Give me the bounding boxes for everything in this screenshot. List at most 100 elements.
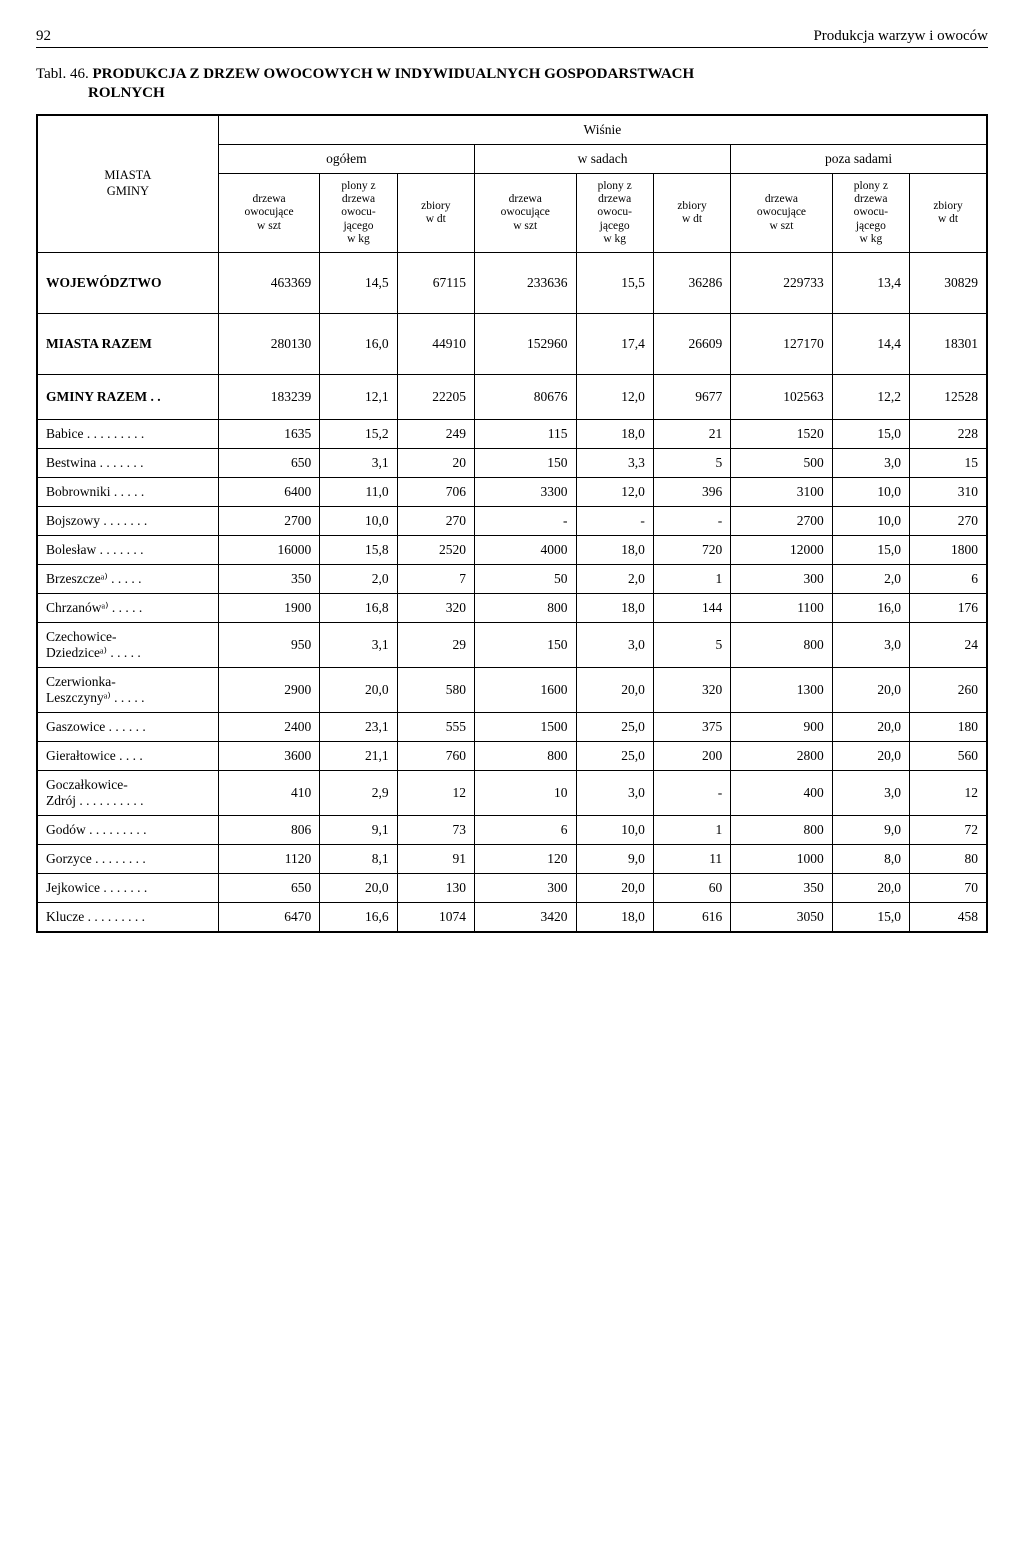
cell: 1: [653, 816, 730, 845]
cell: 2800: [731, 742, 833, 771]
cell: 15,2: [320, 420, 397, 449]
cell: 6470: [218, 903, 320, 933]
table-row: Babice . . . . . . . . .163515,224911518…: [37, 420, 987, 449]
cell: 20,0: [576, 874, 653, 903]
cell: 2,0: [576, 565, 653, 594]
cell: 183239: [218, 375, 320, 420]
cell: 3,0: [832, 771, 909, 816]
cell: 11,0: [320, 478, 397, 507]
cell: 24: [910, 623, 987, 668]
row-name: Godów . . . . . . . . .: [37, 816, 218, 845]
cell: 760: [397, 742, 474, 771]
table-row: Goczałkowice-Zdrój . . . . . . . . . .41…: [37, 771, 987, 816]
cell: 80: [910, 845, 987, 874]
col-head: plony zdrzewaowocu-jącegow kg: [832, 174, 909, 253]
cell: 120: [474, 845, 576, 874]
row-name: Gierałtowice . . . .: [37, 742, 218, 771]
cell: 9,0: [576, 845, 653, 874]
cell: 10,0: [832, 507, 909, 536]
subgroup-1: w sadach: [474, 145, 730, 174]
cell: 20,0: [832, 668, 909, 713]
table-row: WOJEWÓDZTWO46336914,56711523363615,53628…: [37, 253, 987, 314]
cell: 410: [218, 771, 320, 816]
cell: 1520: [731, 420, 833, 449]
cell: 7: [397, 565, 474, 594]
cell: 560: [910, 742, 987, 771]
cell: 12,1: [320, 375, 397, 420]
cell: 70: [910, 874, 987, 903]
col-head: drzewaowocującew szt: [474, 174, 576, 253]
table-row: Czerwionka-Leszczynyᵃ⁾ . . . . .290020,0…: [37, 668, 987, 713]
cell: 3300: [474, 478, 576, 507]
cell: 3,1: [320, 623, 397, 668]
cell: 11: [653, 845, 730, 874]
tabl-title-1: PRODUKCJA Z DRZEW OWOCOWYCH W INDYWIDUAL…: [92, 66, 694, 82]
cell: 152960: [474, 314, 576, 375]
cell: 18,0: [576, 594, 653, 623]
cell: 16,8: [320, 594, 397, 623]
cell: 9,0: [832, 816, 909, 845]
cell: 249: [397, 420, 474, 449]
subgroup-2: poza sadami: [731, 145, 987, 174]
cell: 2400: [218, 713, 320, 742]
page-header: 92 Produkcja warzyw i owoców: [36, 28, 988, 48]
cell: 15,0: [832, 420, 909, 449]
row-name: MIASTA RAZEM: [37, 314, 218, 375]
cell: 14,4: [832, 314, 909, 375]
col-head: drzewaowocującew szt: [731, 174, 833, 253]
cell: 3050: [731, 903, 833, 933]
cell: 18,0: [576, 536, 653, 565]
cell: 15,8: [320, 536, 397, 565]
row-name: WOJEWÓDZTWO: [37, 253, 218, 314]
cell: 1120: [218, 845, 320, 874]
cell: 800: [474, 742, 576, 771]
cell: 300: [731, 565, 833, 594]
cell: 950: [218, 623, 320, 668]
row-name: Gorzyce . . . . . . . .: [37, 845, 218, 874]
cell: 23,1: [320, 713, 397, 742]
table-row: Bestwina . . . . . . .6503,1201503,35500…: [37, 449, 987, 478]
running-title: Produkcja warzyw i owoców: [813, 28, 988, 45]
cell: 21,1: [320, 742, 397, 771]
cell: 400: [731, 771, 833, 816]
row-name: Chrzanówᵃ⁾ . . . . .: [37, 594, 218, 623]
cell: 463369: [218, 253, 320, 314]
row-name: Czechowice-Dziedziceᵃ⁾ . . . . .: [37, 623, 218, 668]
cell: 16000: [218, 536, 320, 565]
cell: 130: [397, 874, 474, 903]
cell: 12000: [731, 536, 833, 565]
cell: 458: [910, 903, 987, 933]
cell: 3,0: [832, 449, 909, 478]
cell: 17,4: [576, 314, 653, 375]
cell: 13,4: [832, 253, 909, 314]
cell: 580: [397, 668, 474, 713]
cell: 228: [910, 420, 987, 449]
cell: 1100: [731, 594, 833, 623]
cell: 260: [910, 668, 987, 713]
col-head: plony zdrzewaowocu-jącegow kg: [320, 174, 397, 253]
cell: 5: [653, 623, 730, 668]
col-head: plony zdrzewaowocu-jącegow kg: [576, 174, 653, 253]
cell: 500: [731, 449, 833, 478]
cell: 2,0: [832, 565, 909, 594]
cell: -: [576, 507, 653, 536]
cell: 12,2: [832, 375, 909, 420]
row-name: Bolesław . . . . . . .: [37, 536, 218, 565]
cell: 20,0: [832, 874, 909, 903]
col-head: zbioryw dt: [653, 174, 730, 253]
row-name: Bojszowy . . . . . . .: [37, 507, 218, 536]
cell: 20,0: [320, 874, 397, 903]
row-name: Bestwina . . . . . . .: [37, 449, 218, 478]
cell: 6400: [218, 478, 320, 507]
cell: 310: [910, 478, 987, 507]
cell: 4000: [474, 536, 576, 565]
table-row: Bolesław . . . . . . .1600015,8252040001…: [37, 536, 987, 565]
cell: 12: [910, 771, 987, 816]
cell: 555: [397, 713, 474, 742]
cell: 50: [474, 565, 576, 594]
table-row: Klucze . . . . . . . . .647016,610743420…: [37, 903, 987, 933]
cell: 2520: [397, 536, 474, 565]
cell: 15,0: [832, 536, 909, 565]
cell: 3,3: [576, 449, 653, 478]
cell: 2900: [218, 668, 320, 713]
